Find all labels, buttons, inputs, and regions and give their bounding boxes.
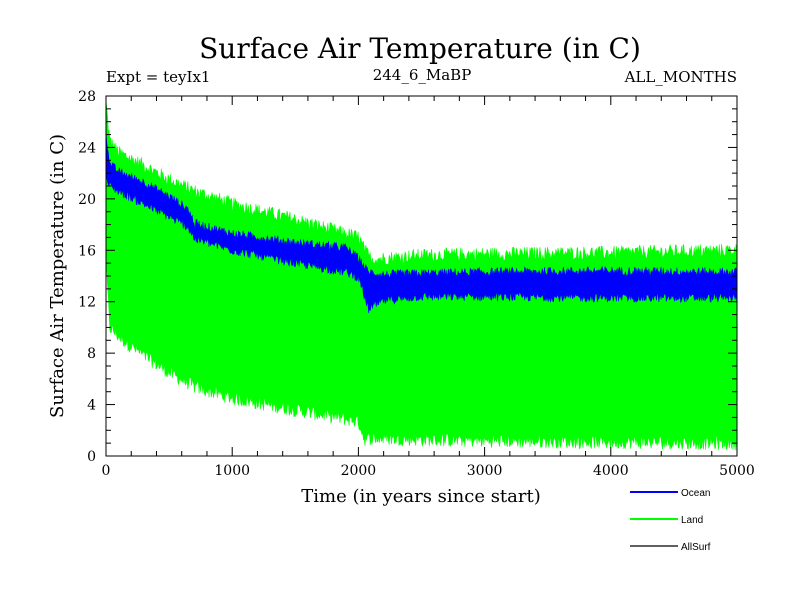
series-layer bbox=[105, 100, 737, 451]
months-label: ALL_MONTHS bbox=[624, 68, 737, 86]
legend-label-ocean: Ocean bbox=[681, 488, 710, 499]
y-tick-label: 20 bbox=[78, 192, 96, 208]
y-tick-label: 12 bbox=[78, 295, 96, 311]
legend-label-land: Land bbox=[681, 515, 703, 526]
x-axis-label: Time (in years since start) bbox=[301, 486, 541, 507]
y-tick-label: 16 bbox=[78, 243, 96, 259]
axis-ticks: 0 1000 2000 3000 4000 5000 0 4 8 12 16 20 24 28 bbox=[78, 89, 755, 479]
legend-label-allsurf: AllSurf bbox=[681, 542, 711, 553]
y-tick-label: 0 bbox=[87, 449, 96, 465]
y-tick-label: 8 bbox=[87, 346, 96, 362]
y-tick-label: 24 bbox=[78, 140, 96, 156]
chart-subtitle: 244_6_MaBP bbox=[373, 66, 472, 84]
x-tick-label: 0 bbox=[102, 463, 111, 479]
x-tick-label: 1000 bbox=[214, 463, 250, 479]
x-tick-label: 4000 bbox=[593, 463, 629, 479]
x-tick-label: 2000 bbox=[341, 463, 377, 479]
y-axis-label: Surface Air Temperature (in C) bbox=[47, 134, 68, 418]
y-tick-label: 4 bbox=[87, 398, 96, 414]
chart-title: Surface Air Temperature (in C) bbox=[199, 32, 641, 65]
y-tick-label: 28 bbox=[78, 89, 96, 105]
expt-label: Expt = teyIx1 bbox=[106, 68, 210, 86]
x-tick-label: 3000 bbox=[467, 463, 503, 479]
legend: Ocean Land AllSurf bbox=[630, 488, 711, 553]
x-tick-label: 5000 bbox=[719, 463, 755, 479]
